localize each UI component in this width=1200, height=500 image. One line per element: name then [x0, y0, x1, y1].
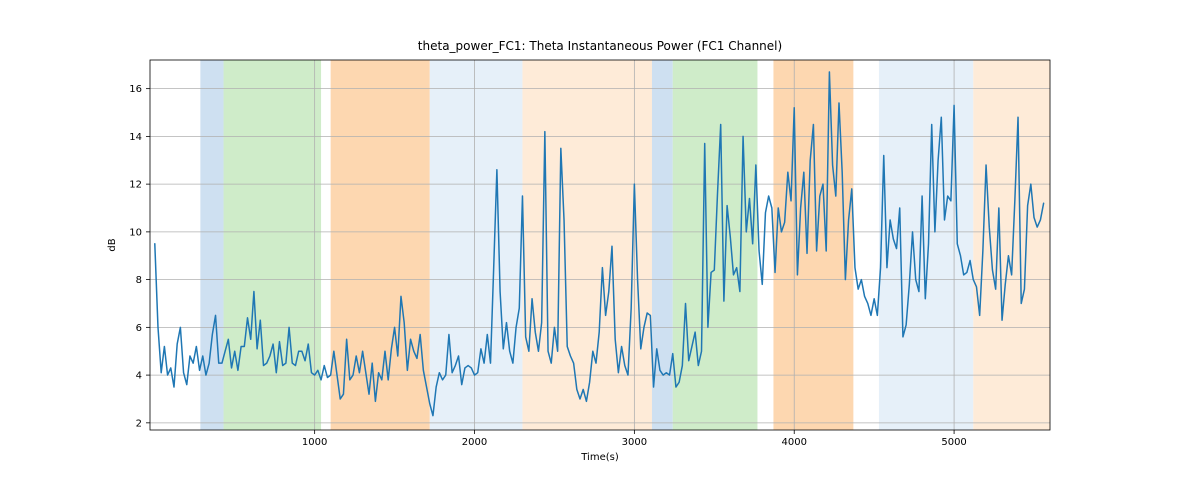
- x-tick-label: 3000: [622, 437, 647, 448]
- band: [200, 60, 223, 430]
- x-tick-label: 5000: [941, 437, 966, 448]
- chart-container: theta_power_FC1: Theta Instantaneous Pow…: [0, 0, 1200, 500]
- y-tick-label: 12: [129, 180, 142, 191]
- y-tick-label: 8: [136, 275, 142, 286]
- x-tick-label: 1000: [302, 437, 327, 448]
- x-ticks: 1000 2000 3000 4000 5000: [302, 430, 967, 448]
- y-axis-label: dB: [107, 238, 118, 251]
- y-tick-label: 14: [129, 132, 142, 143]
- band: [879, 60, 973, 430]
- y-tick-label: 10: [129, 227, 142, 238]
- y-tick-label: 2: [136, 418, 142, 429]
- background-bands: [200, 60, 1050, 430]
- y-tick-label: 6: [136, 323, 142, 334]
- band: [224, 60, 315, 430]
- x-tick-label: 4000: [782, 437, 807, 448]
- band: [973, 60, 1050, 430]
- chart-title: theta_power_FC1: Theta Instantaneous Pow…: [418, 39, 782, 53]
- x-axis-label: Time(s): [580, 452, 619, 463]
- plot-area: 1000 2000 3000 4000 5000 2 4 6 8 10 12 14 16: [129, 60, 1050, 448]
- chart-svg: theta_power_FC1: Theta Instantaneous Pow…: [0, 0, 1200, 500]
- y-ticks: 2 4 6 8 10 12 14 16: [129, 84, 150, 429]
- y-tick-label: 16: [129, 84, 142, 95]
- x-tick-label: 2000: [462, 437, 487, 448]
- band: [773, 60, 853, 430]
- y-tick-label: 4: [136, 371, 142, 382]
